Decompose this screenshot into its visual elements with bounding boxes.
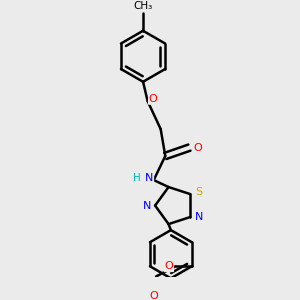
Text: O: O bbox=[149, 94, 158, 104]
Text: O: O bbox=[150, 291, 158, 300]
Text: N: N bbox=[145, 173, 153, 183]
Text: H: H bbox=[133, 173, 141, 183]
Text: CH₃: CH₃ bbox=[134, 1, 153, 11]
Text: N: N bbox=[194, 212, 203, 222]
Text: N: N bbox=[142, 201, 151, 211]
Text: O: O bbox=[194, 142, 202, 153]
Text: S: S bbox=[195, 187, 202, 197]
Text: O: O bbox=[164, 261, 173, 271]
